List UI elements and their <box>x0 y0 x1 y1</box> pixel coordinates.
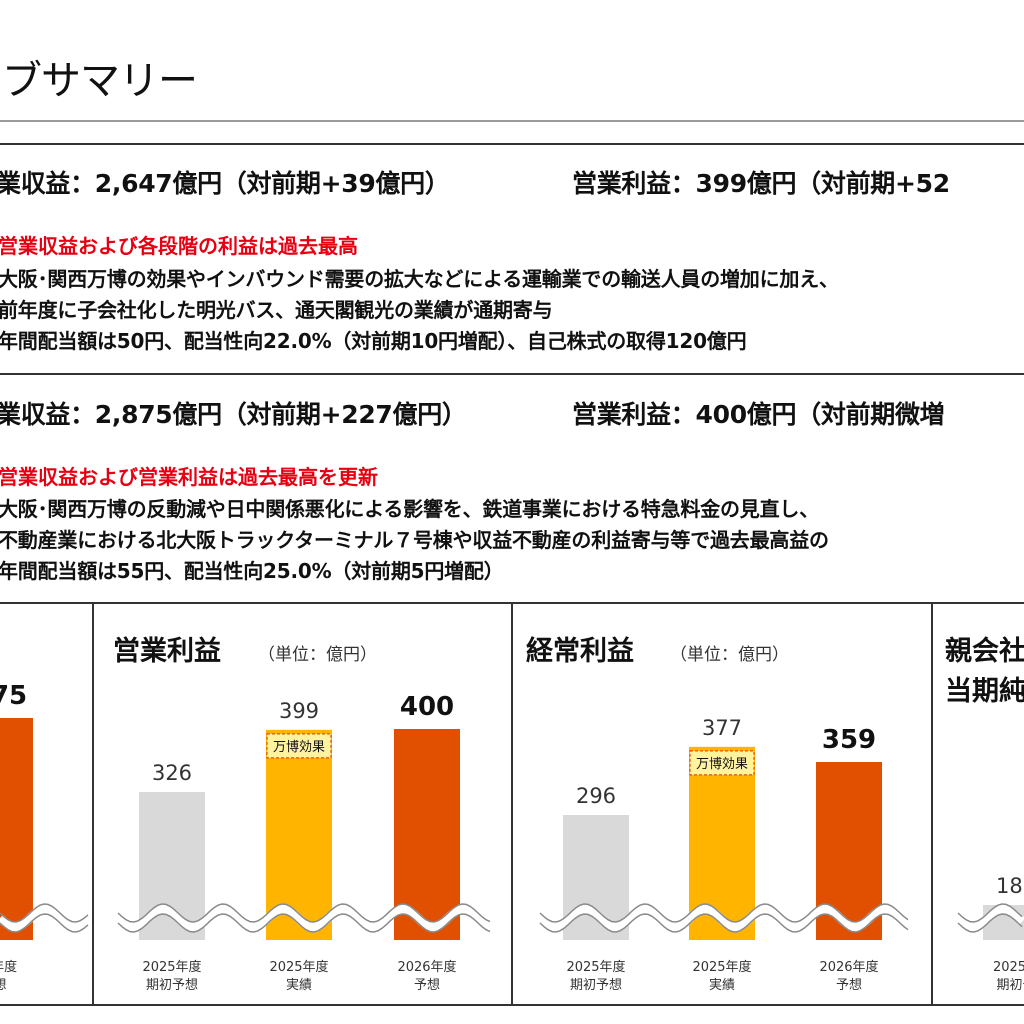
tick-sublabel: 想 <box>0 977 7 993</box>
tick-sublabel: 期初予想 <box>146 977 198 993</box>
panel-divider <box>92 604 94 1004</box>
data-label: 359 <box>822 725 876 755</box>
expo-effect-tag <box>266 733 332 759</box>
title-divider <box>0 120 1024 122</box>
tick-sublabel: 期初予想 <box>570 977 622 993</box>
tick-sublabel: 予想 <box>836 977 862 993</box>
expo-effect-label: 万博効果 <box>696 757 748 772</box>
chart-title: 親会社 <box>945 635 1024 667</box>
tick-sublabel: 実績 <box>709 977 735 993</box>
axis-break-band <box>0 904 91 932</box>
data-label: 875 <box>0 681 27 711</box>
panel-divider <box>511 604 513 1004</box>
tick-sublabel: 期初予 <box>996 978 1024 993</box>
current-highlight: 営業収益および各段階の利益は過去最高 <box>0 234 358 258</box>
tick-label: 5年度 <box>0 959 17 975</box>
axis-break-line <box>117 913 491 933</box>
expo-effect-tag <box>689 750 755 776</box>
bar <box>816 762 882 940</box>
bar <box>689 746 755 940</box>
tick-sublabel: 予想 <box>414 977 440 993</box>
tick-label: 2025年度 <box>142 959 201 975</box>
bar <box>983 905 1024 940</box>
current-revenue-headline: 業収益：2,647億円（対前期+39億円） <box>0 169 450 198</box>
data-label: 189 <box>996 874 1024 898</box>
tick-label: 2025年度 <box>269 959 328 975</box>
bar <box>563 815 629 940</box>
bar <box>266 729 332 940</box>
tick-label: 2025年度 <box>566 959 625 975</box>
chart-title: 営業利益 <box>113 635 221 667</box>
tick-label: 2026年度 <box>397 959 456 975</box>
current-line-2: 前年度に子会社化した明光バス、通天閣観光の業績が通期寄与 <box>0 298 553 322</box>
forecast-line-1: 大阪･関西万博の反動減や日中関係悪化による影響を、鉄道事業における特急料金の見直… <box>0 497 819 521</box>
data-label: 296 <box>576 784 616 808</box>
axis-break-line <box>957 903 1023 923</box>
chart-unit-label: （単位：億円） <box>670 645 789 665</box>
chart-unit-label: （単位：億円） <box>258 645 377 665</box>
forecast-line-3: 年間配当額は55円、配当性向25.0%（対前期5円増配） <box>0 559 504 583</box>
axis-break-line <box>957 913 1023 933</box>
chart-title: 経常利益 <box>526 635 634 667</box>
section-divider <box>0 602 1024 604</box>
bar <box>139 792 205 940</box>
page-title: ブサマリー <box>2 58 198 104</box>
tick-label: 2025年度 <box>692 959 751 975</box>
axis-break-line <box>539 913 909 933</box>
axis-break-line <box>117 903 491 923</box>
data-label: 400 <box>400 692 454 722</box>
section-divider <box>0 143 1024 145</box>
axis-break-line <box>539 903 909 923</box>
bar <box>0 718 33 940</box>
panel-divider <box>931 604 933 1004</box>
current-operating-profit-headline: 営業利益：399億円（対前期+52 <box>572 169 950 198</box>
tick-sublabel: 実績 <box>286 977 312 993</box>
forecast-operating-profit-headline: 営業利益：400億円（対前期微増 <box>572 400 945 429</box>
forecast-highlight: 営業収益および営業利益は過去最高を更新 <box>0 465 378 489</box>
axis-break-band <box>114 904 492 932</box>
data-label: 326 <box>152 761 192 785</box>
bar <box>394 729 460 940</box>
axis-break-line <box>0 913 89 933</box>
bottom-divider <box>0 1004 1024 1006</box>
tick-label: 2025年 <box>993 960 1024 975</box>
chart-title-line2: 当期純 <box>945 675 1024 707</box>
expo-effect-label: 万博効果 <box>273 740 325 755</box>
forecast-revenue-headline: 業収益：2,875億円（対前期+227億円） <box>0 400 467 429</box>
section-divider <box>0 373 1024 375</box>
axis-break-band <box>536 904 911 932</box>
tick-label: 2026年度 <box>819 959 878 975</box>
data-label: 399 <box>279 699 319 723</box>
axis-break-band <box>954 904 1024 932</box>
axis-break-line <box>0 903 89 923</box>
current-line-1: 大阪･関西万博の効果やインバウンド需要の拡大などによる運輸業での輸送人員の増加に… <box>0 267 839 291</box>
current-line-3: 年間配当額は50円、配当性向22.0%（対前期10円増配）、自己株式の取得120… <box>0 329 747 353</box>
data-label: 377 <box>702 716 742 740</box>
forecast-line-2: 不動産業における北大阪トラックターミナル７号棟や収益不動産の利益寄与等で過去最高… <box>0 528 829 552</box>
